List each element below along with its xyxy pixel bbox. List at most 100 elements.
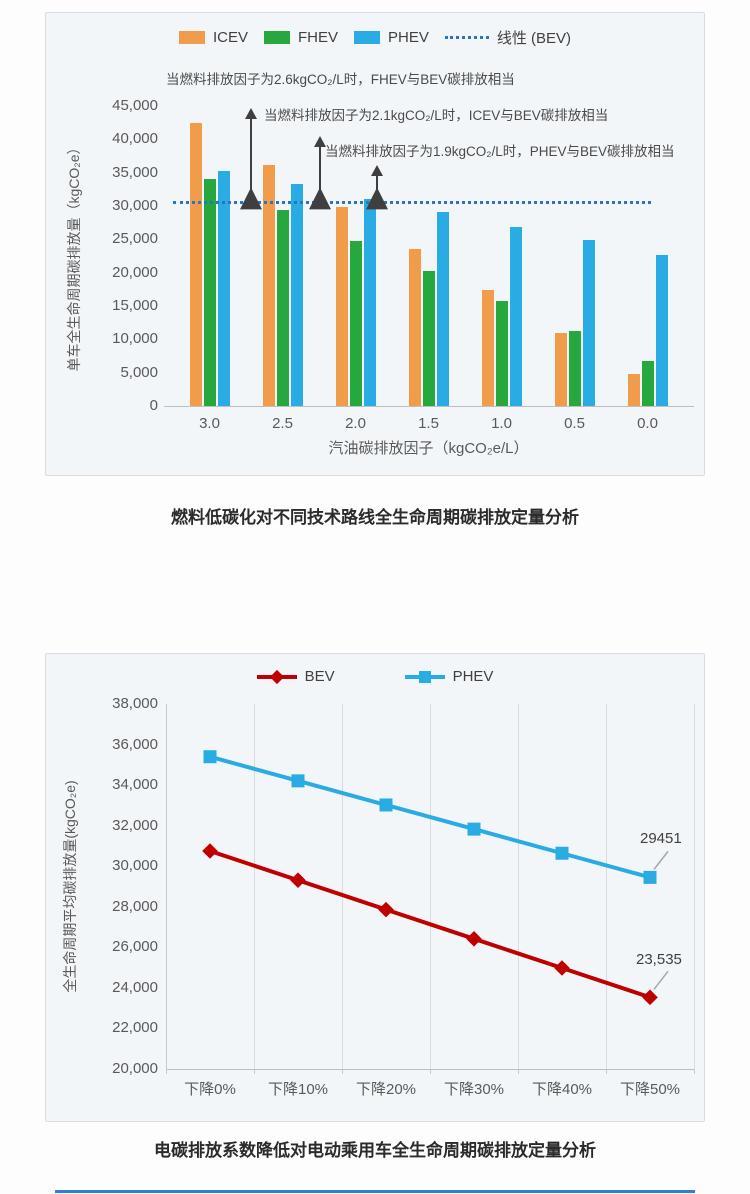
bev-end-value-label: 23,535 [636,951,682,968]
bar-fhev [276,210,289,406]
bar-fhev [203,179,216,406]
legend-swatch-icev-icon [178,31,205,44]
vertical-gridline [254,704,255,1069]
annotation-arrows-icon [240,108,388,210]
x-tick-label: 下降0% [184,1081,236,1098]
bar-phev [582,240,595,406]
x-tick-label: 2.0 [345,415,366,432]
x-tick-mark [254,1069,255,1074]
annotation-fhev-bev: 当燃料排放因子为2.6kgCO₂/L时，FHEV与BEV碳排放相当 [166,72,515,87]
bar-phev [217,170,230,406]
legend-swatch-phev-icon [353,31,380,44]
chart2-caption: 电碳排放系数降低对电动乘用车全生命周期碳排放定量分析 [154,1141,596,1160]
legend-label-phev: PHEV [387,29,429,46]
vertical-gridline [430,704,431,1069]
chart1-card: ICEV FHEV PHEV 线性 (BEV) 单车全生命周期碳排放量（kgCO… [45,12,705,476]
bar-phev [509,226,522,406]
bar-icev [408,248,421,406]
x-tick-label: 1.0 [491,415,512,432]
annotation-phev-bev: 当燃料排放因子为1.9kgCO₂/L时，PHEV与BEV碳排放相当 [325,144,675,159]
chart2-card: BEV PHEV 全生命周期平均碳排放量(kgCO₂e) 38,000 36,00… [45,653,705,1122]
legend-label-icev: ICEV [212,29,248,46]
x-tick-mark [430,1069,431,1074]
x-tick-label: 0.0 [637,415,658,432]
y-tick-label: 26,000 [112,938,158,956]
legend-item-phev: PHEV [353,29,429,46]
vertical-gridline [694,704,695,1069]
legend-label-fhev: FHEV [297,29,338,46]
footer-accent-bar [55,1190,695,1193]
y-tick-label: 34,000 [112,776,158,794]
bar-icev [189,123,202,406]
y-tick-label: 36,000 [112,735,158,753]
bar-phev [290,184,303,406]
x-tick-mark [518,1069,519,1074]
bar-icev [335,206,348,406]
annotation-icev-bev: 当燃料排放因子为2.1kgCO₂/L时，ICEV与BEV碳排放相当 [264,108,609,123]
bar-fhev [495,301,508,406]
legend-item-bev-line: 线性 (BEV) [444,27,572,48]
bar-icev [481,290,494,406]
y-tick-label: 35,000 [112,163,158,181]
y-tick-label: 20,000 [112,1060,158,1077]
bev-baseline-dotted-line [173,201,651,205]
bar-fhev [641,360,654,406]
chart2-y-axis-line [166,704,167,1069]
y-tick-label: 20,000 [112,263,158,281]
chart2-series-lines [202,750,669,1006]
x-tick-mark [342,1069,343,1074]
legend-dotted-line-icon [444,36,489,39]
chart1-caption: 燃料低碳化对不同技术路线全生命周期碳排放定量分析 [171,508,579,527]
vertical-gridline [606,704,607,1069]
legend-line-bev-icon [256,669,297,684]
vertical-gridline [518,704,519,1069]
bar-phev [436,212,449,406]
vertical-gridline [342,704,343,1069]
y-tick-label: 22,000 [112,1019,158,1037]
y-tick-label: 30,000 [112,197,158,214]
legend-swatch-fhev-icon [263,31,290,44]
bar-phev [363,198,376,406]
bar-phev [655,254,668,406]
y-tick-label: 0 [149,397,158,414]
y-tick-label: 5,000 [120,363,158,381]
x-tick-label: 1.5 [418,415,439,432]
y-tick-label: 24,000 [112,978,158,996]
legend-label-bev-line: 线性 (BEV) [496,30,572,47]
bar-icev [262,165,275,406]
chart1-x-axis-line [164,406,694,407]
x-tick-mark [606,1069,607,1074]
chart2-legend: BEV PHEV [46,668,704,685]
x-tick-label: 下降50% [619,1081,681,1098]
y-tick-label: 15,000 [112,297,158,314]
y-tick-label: 30,000 [112,857,158,875]
legend-label-bev: BEV [304,668,335,685]
x-tick-label: 0.5 [564,415,585,432]
y-tick-label: 28,000 [112,897,158,915]
legend-item-fhev: FHEV [263,29,338,46]
legend-item-phev2: PHEV [404,668,493,685]
x-tick-mark [694,1069,695,1074]
x-tick-label: 下降40% [531,1081,593,1098]
y-tick-label: 40,000 [112,130,158,148]
x-tick-label: 2.5 [272,415,293,432]
phev-end-value-label: 29451 [640,830,682,847]
x-tick-mark [166,1069,167,1074]
legend-item-bev: BEV [256,668,335,685]
square-marker-icon [418,670,431,683]
y-tick-label: 10,000 [112,330,158,348]
y-tick-label: 25,000 [112,230,158,248]
chart1-x-axis-title: 汽油碳排放因子（kgCO₂e/L） [328,440,529,457]
y-tick-label: 45,000 [112,97,158,114]
x-tick-label: 下降20% [355,1081,417,1098]
x-tick-label: 下降30% [443,1081,505,1098]
chart1-legend: ICEV FHEV PHEV 线性 (BEV) [46,27,704,48]
x-tick-label: 下降10% [267,1081,329,1098]
y-tick-label: 32,000 [112,816,158,834]
bar-fhev [349,240,362,406]
bar-fhev [568,331,581,406]
bar-icev [627,374,640,406]
bar-fhev [422,270,435,406]
x-tick-label: 3.0 [199,415,220,432]
